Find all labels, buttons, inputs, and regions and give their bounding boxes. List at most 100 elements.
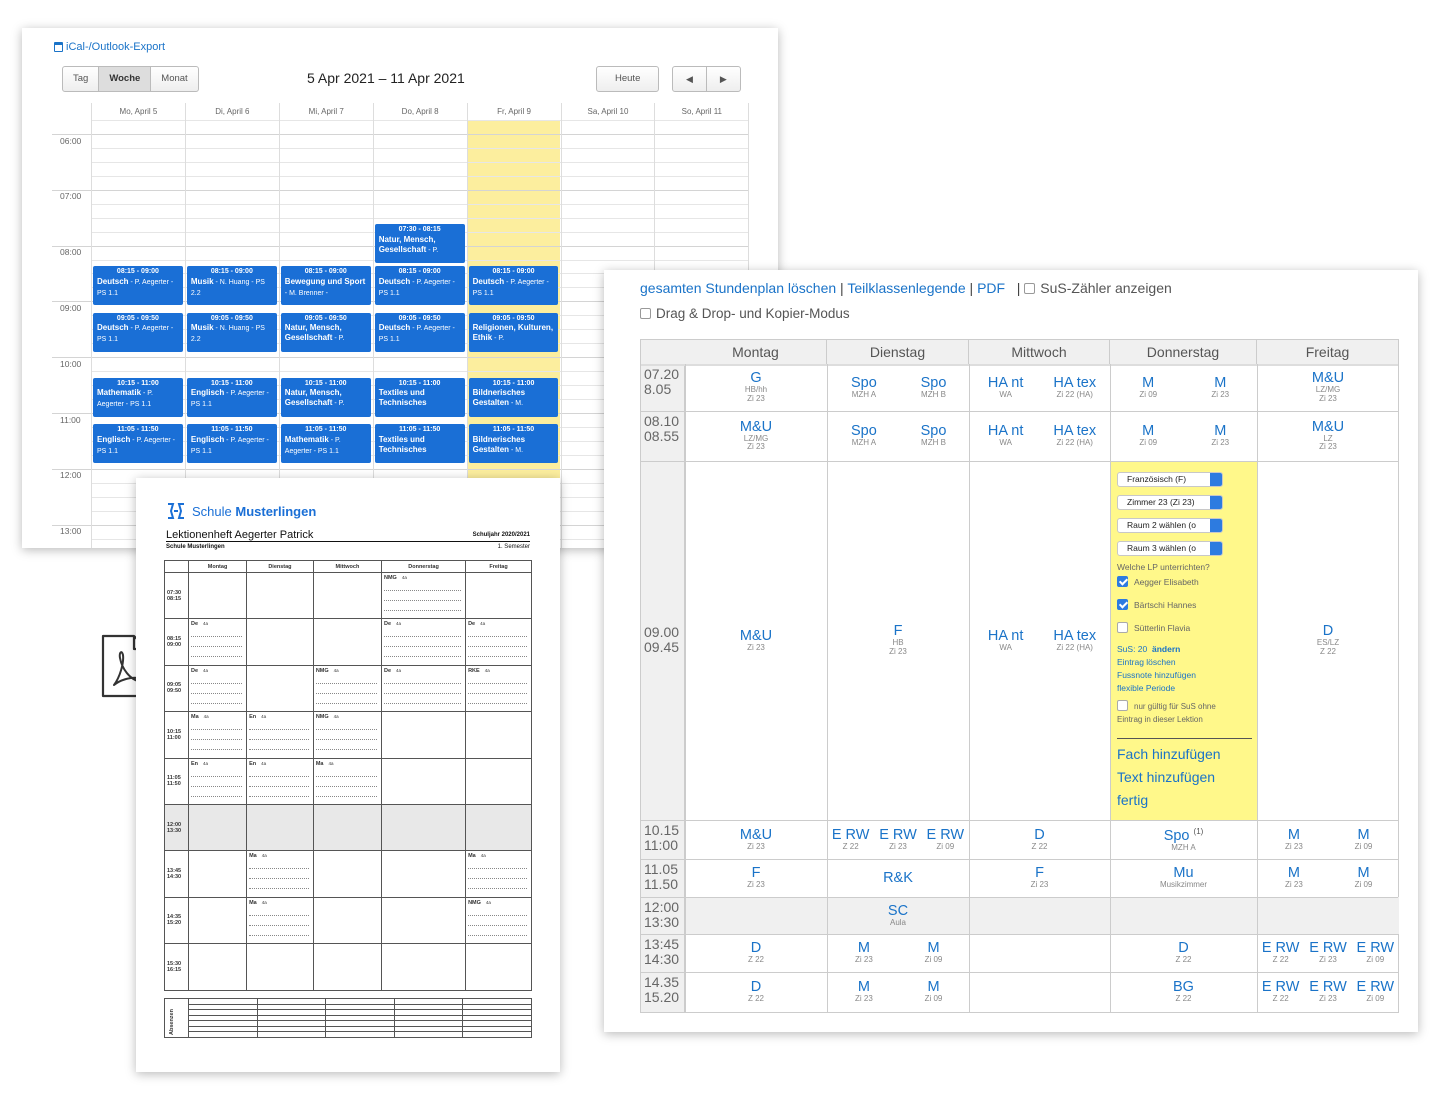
only-valid-option[interactable]: nur gültig für SuS ohne Eintrag in dieser… (1117, 700, 1216, 726)
delete-timetable-link[interactable]: gesamten Stundenplan löschen (640, 280, 837, 296)
calendar-event[interactable]: 08:15 - 09:00 Bewegung und Sport - M. Bre… (280, 266, 371, 306)
teacher-option[interactable]: Aegger Elisabeth (1117, 576, 1199, 587)
lesson-entry[interactable]: M Zi 23 (829, 940, 899, 965)
add-subject-link[interactable]: Fach hinzufügen (1117, 746, 1221, 762)
lesson-entry[interactable]: M Zi 23 (1184, 375, 1256, 400)
lesson-entry[interactable]: HA tex Zi 22 (HA) (1040, 375, 1109, 400)
lesson-entry[interactable]: M Zi 09 (1329, 865, 1399, 890)
calendar-event[interactable]: 09:05 - 09:50 Deutsch - P. Aegerter - PS … (93, 312, 183, 352)
drag-mode-checkbox[interactable] (640, 308, 651, 319)
lesson-entry[interactable]: M Zi 23 (1259, 865, 1329, 890)
calendar-event[interactable]: 10:15 - 11:00 Englisch - P. Aegerter - PS… (186, 377, 277, 417)
lesson-entry[interactable]: HA nt WA (971, 375, 1040, 400)
lesson-entry[interactable]: Spo MZH A (829, 423, 899, 448)
lesson-entry[interactable]: M Zi 09 (1329, 827, 1399, 852)
calendar-event[interactable]: 10:15 - 11:00 Textiles und Technisches (374, 377, 465, 417)
ical-export-link[interactable]: iCal-/Outlook-Export (54, 41, 165, 53)
prev-week-icon[interactable]: ◀ (673, 67, 707, 91)
lesson-entry[interactable]: D ES/LZ Z 22 (1257, 623, 1399, 656)
edit-select[interactable]: Raum 3 wählen (o (1117, 541, 1223, 556)
calendar-event[interactable]: 11:05 - 11:50 Mathematik - P. Aegerter - … (280, 424, 371, 464)
lesson-entry[interactable]: Spo MZH B (899, 375, 969, 400)
lesson-entry[interactable]: HA tex Zi 22 (HA) (1040, 628, 1109, 653)
teacher-option[interactable]: Bärtschi Hannes (1117, 599, 1196, 610)
lesson-entry[interactable]: SC Aula (827, 903, 969, 928)
pdf-link[interactable]: PDF (977, 280, 1006, 296)
calendar-event[interactable]: 09:05 - 09:50 Religionen, Kulturen, Ethik… (468, 312, 559, 352)
sus-counter-checkbox[interactable] (1024, 283, 1036, 294)
view-day-button[interactable]: Tag (63, 67, 100, 91)
lesson-entry[interactable]: HA nt WA (971, 423, 1040, 448)
calendar-event[interactable]: 11:05 - 11:50 Textiles und Technisches (374, 424, 465, 464)
calendar-event[interactable]: 09:05 - 09:50 Natur, Mensch, Gesellschaft… (280, 312, 371, 352)
lesson-entry[interactable]: E RW Zi 09 (1352, 979, 1399, 1004)
edit-select[interactable]: Französisch (F) (1117, 472, 1223, 487)
edit-select[interactable]: Raum 2 wählen (o (1117, 518, 1223, 533)
next-week-icon[interactable]: ▶ (719, 74, 727, 84)
lesson-entry[interactable]: M&U Zi 23 (685, 628, 827, 653)
calendar-event[interactable]: 09:05 - 09:50 Musik - N. Huang - PS 2.2 (186, 312, 277, 352)
lesson-entry[interactable]: F Zi 23 (685, 865, 827, 890)
lesson-entry[interactable]: E RW Z 22 (827, 827, 874, 852)
today-button[interactable]: Heute (615, 73, 641, 84)
calendar-event[interactable]: 08:15 - 09:00 Deutsch - P. Aegerter - PS … (468, 266, 559, 306)
lesson-entry[interactable]: M&U LZ Zi 23 (1257, 419, 1399, 452)
lesson-entry[interactable]: M Zi 09 (899, 979, 969, 1004)
lesson-entry[interactable]: HA nt WA (971, 628, 1040, 653)
flexible-period-link[interactable]: flexible Periode (1117, 683, 1176, 693)
calendar-event[interactable]: 10:15 - 11:00 Bildnerisches Gestalten - M… (468, 377, 559, 417)
view-week-button[interactable]: Woche (99, 67, 152, 91)
lesson-entry[interactable]: M Zi 23 (1184, 423, 1256, 448)
calendar-event[interactable]: 10:15 - 11:00 Natur, Mensch, Gesellschaft… (280, 377, 371, 417)
add-text-link[interactable]: Text hinzufügen (1117, 769, 1216, 785)
lesson-entry[interactable]: M&U LZ/MG Zi 23 (685, 419, 827, 452)
lesson-entry[interactable]: E RW Z 22 (1257, 940, 1304, 965)
lesson-entry[interactable]: F HB Zi 23 (827, 623, 969, 656)
lesson-entry[interactable]: Spo MZH A (829, 375, 899, 400)
done-link[interactable]: fertig (1117, 792, 1149, 808)
lesson-entry[interactable]: E RW Zi 23 (1304, 940, 1351, 965)
lesson-entry[interactable]: Spo (1) MZH A (1110, 827, 1257, 852)
delete-entry-link[interactable]: Eintrag löschen (1117, 657, 1176, 667)
lesson-entry[interactable]: F Zi 23 (969, 865, 1110, 890)
only-valid-checkbox[interactable] (1117, 700, 1128, 711)
lesson-entry[interactable]: E RW Z 22 (1257, 979, 1304, 1004)
calendar-event[interactable]: 08:15 - 09:00 Deutsch - P. Aegerter - PS … (374, 266, 465, 306)
calendar-event[interactable]: 11:05 - 11:50 Englisch - P. Aegerter - PS… (93, 424, 183, 464)
lesson-entry[interactable]: M&U LZ/MG Zi 23 (1257, 370, 1399, 403)
teacher-checkbox[interactable] (1117, 622, 1128, 633)
lesson-entry[interactable]: R&K (827, 870, 969, 886)
lesson-entry[interactable]: Spo MZH B (899, 423, 969, 448)
lesson-entry[interactable]: BG Z 22 (1110, 979, 1257, 1004)
teacher-checkbox[interactable] (1117, 599, 1128, 610)
lesson-entry[interactable]: HA tex Zi 22 (HA) (1040, 423, 1109, 448)
lesson-entry[interactable]: M Zi 09 (1112, 375, 1184, 400)
teacher-option[interactable]: Sütterlin Flavia (1117, 622, 1190, 633)
add-footnote-link[interactable]: Fussnote hinzufügen (1117, 670, 1196, 680)
calendar-event[interactable]: 07:30 - 08:15 Natur, Mensch, Gesellschaft… (374, 224, 465, 264)
calendar-event[interactable]: 09:05 - 09:50 Deutsch - P. Aegerter - PS … (374, 312, 465, 352)
lesson-entry[interactable]: Mu Musikzimmer (1110, 865, 1257, 890)
lesson-entry[interactable]: E RW Zi 23 (874, 827, 921, 852)
lesson-entry[interactable]: M Zi 09 (899, 940, 969, 965)
calendar-event[interactable]: 11:05 - 11:50 Englisch - P. Aegerter - PS… (186, 424, 277, 464)
lesson-entry[interactable]: E RW Zi 09 (922, 827, 969, 852)
lesson-entry[interactable]: G HB/hh Zi 23 (685, 370, 827, 403)
teacher-checkbox[interactable] (1117, 576, 1128, 587)
sus-change-link[interactable]: ändern (1151, 644, 1181, 654)
edit-select[interactable]: Zimmer 23 (Zi 23) (1117, 495, 1223, 510)
calendar-event[interactable]: 08:15 - 09:00 Musik - N. Huang - PS 2.2 (186, 266, 277, 306)
subclass-legend-link[interactable]: Teilklassenlegende (847, 280, 966, 296)
calendar-event[interactable]: 08:15 - 09:00 Deutsch - P. Aegerter - PS … (93, 266, 183, 306)
calendar-event[interactable]: 11:05 - 11:50 Bildnerisches Gestalten - M… (468, 424, 559, 464)
lesson-entry[interactable]: E RW Zi 09 (1352, 940, 1399, 965)
lesson-entry[interactable]: M Zi 23 (829, 979, 899, 1004)
calendar-event[interactable]: 10:15 - 11:00 Mathematik - P. Aegerter - … (93, 377, 183, 417)
lesson-entry[interactable]: M&U Zi 23 (685, 827, 827, 852)
lesson-entry[interactable]: M Zi 09 (1112, 423, 1184, 448)
view-month-button[interactable]: Monat (161, 73, 188, 84)
